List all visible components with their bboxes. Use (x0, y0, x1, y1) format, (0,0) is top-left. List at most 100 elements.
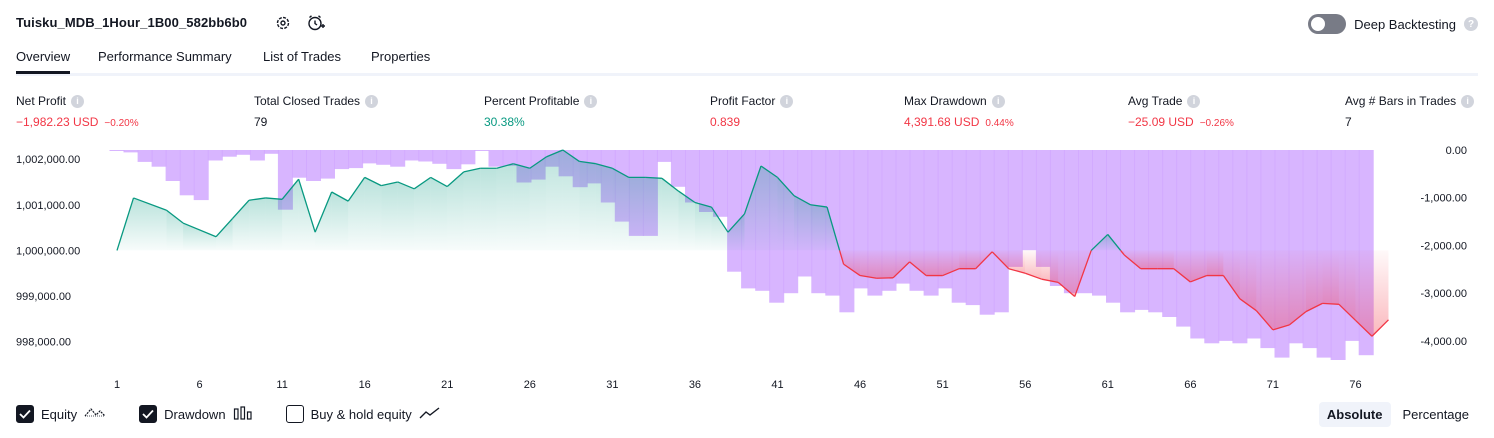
equity-line-segment (1239, 298, 1257, 312)
drawdown-bar (376, 150, 392, 165)
equity-checkbox[interactable] (16, 405, 34, 423)
equity-area-segment (1058, 250, 1075, 297)
info-icon[interactable]: i (71, 94, 85, 108)
equity-line (116, 149, 1389, 337)
equity-line-segment (1371, 319, 1389, 337)
drawdown-bar (1021, 150, 1037, 251)
equity-line-segment (1289, 311, 1307, 326)
drawdown-bar (699, 150, 714, 212)
help-icon[interactable]: ? (1464, 17, 1478, 31)
equity-area-segment (694, 202, 712, 251)
drawdown-bar (474, 150, 490, 151)
equity-line-segment (1041, 278, 1059, 284)
metric-label: Max Drawdown (904, 94, 987, 108)
equity-drawdown-chart: 1,002,000.00 1,001,000.00 1,000,000.00 999,… (16, 145, 1467, 391)
equity-area-segment (315, 192, 332, 251)
drawdown-bar (825, 150, 841, 296)
equity-line-segment (430, 176, 448, 188)
equity-line-segment (397, 181, 415, 190)
metric-net-profit: Net Profit i −1,982.23 USD −0.20% (16, 94, 139, 129)
equity-line-segment (1338, 303, 1356, 321)
metric-label: Avg # Bars in Trades (1345, 94, 1457, 108)
equity-area-segment (529, 156, 547, 251)
buy-hold-checkbox[interactable] (285, 405, 304, 423)
metric-value: 30.38% (484, 115, 525, 129)
equity-area-segment (628, 177, 646, 251)
equity-area-segment (909, 250, 927, 276)
metric-value: 7 (1345, 115, 1352, 129)
drawdown-bar (306, 150, 321, 181)
x-tick-label: 26 (524, 379, 536, 391)
drawdown-bar (1134, 150, 1150, 310)
equity-line-segment (182, 222, 217, 238)
y-right-tick-label: 0.00 (1446, 145, 1467, 157)
equity-line-segment (1057, 281, 1076, 298)
mode-absolute-button[interactable]: Absolute (1318, 401, 1391, 427)
equity-area-segment (414, 177, 431, 251)
equity-line-segment (612, 167, 630, 178)
equity-line-segment (463, 167, 481, 173)
equity-area-segment (463, 168, 481, 251)
drawdown-bar (1120, 150, 1136, 313)
legend-buy-hold-equity[interactable]: Buy & hold equity (285, 405, 441, 423)
drawdown-bar (165, 150, 181, 181)
equity-line-segment (579, 160, 596, 165)
info-icon[interactable]: i (584, 94, 598, 108)
equity-line-segment (892, 261, 911, 279)
tab-list-of-trades[interactable]: List of Trades (263, 49, 342, 64)
equity-line-segment (1008, 268, 1026, 274)
drawdown-bar (685, 150, 700, 203)
tab-overview[interactable]: Overview (16, 49, 71, 74)
legend-drawdown[interactable]: Drawdown (139, 405, 252, 423)
equity-area-segment (1338, 250, 1356, 321)
equity-line-segment (281, 178, 300, 200)
deep-backtesting-toggle[interactable] (1308, 14, 1347, 34)
equity-line-segment (777, 176, 795, 197)
legend-equity-label: Equity (41, 406, 78, 422)
y-left-tick-label: 1,000,000.00 (16, 245, 80, 257)
equity-line-segment (645, 176, 662, 179)
equity-area-segment (447, 171, 464, 251)
equity-area-segment (298, 179, 316, 251)
info-icon[interactable]: i (1461, 94, 1475, 108)
tab-properties[interactable]: Properties (371, 49, 431, 64)
buy-hold-line-icon (419, 406, 441, 423)
equity-area-segment (876, 250, 894, 279)
add-alert-icon[interactable] (306, 13, 326, 33)
tab-performance-summary[interactable]: Performance Summary (98, 49, 232, 64)
drawdown-bar (965, 150, 981, 306)
equity-line-segment (215, 218, 234, 238)
drawdown-checkbox[interactable] (139, 405, 158, 423)
y-right-tick-label: -1,000.00 (1421, 193, 1467, 205)
info-icon[interactable]: i (1187, 94, 1201, 108)
y-left-tick-label: 1,002,000.00 (16, 154, 80, 166)
equity-line-segment (595, 163, 613, 169)
equity-area-segment (183, 223, 217, 251)
equity-line-segment (1090, 233, 1109, 251)
chart-axes: 1,002,000.00 1,001,000.00 1,000,000.00 999,… (16, 145, 1467, 391)
info-icon[interactable]: i (991, 94, 1005, 108)
drawdown-bar (390, 150, 406, 167)
drawdown-bar (460, 150, 476, 165)
metric-label: Total Closed Trades (254, 94, 361, 108)
equity-area-segment (496, 163, 514, 251)
equity-area-segment (1107, 234, 1121, 251)
legend-equity[interactable]: Equity (16, 405, 106, 423)
info-icon[interactable]: i (780, 94, 794, 108)
equity-area-segment (1256, 250, 1273, 330)
equity-area-segment (1322, 250, 1339, 305)
equity-area-segment (513, 163, 530, 251)
equity-area-segment (711, 207, 728, 251)
x-tick-label: 36 (689, 379, 701, 391)
gear-icon[interactable] (273, 13, 293, 33)
drawdown-bar (1218, 150, 1234, 341)
x-tick-label: 71 (1267, 379, 1279, 391)
equity-line-segment (909, 261, 927, 277)
equity-area-segment (1371, 250, 1389, 337)
equity-line-segment (331, 191, 349, 202)
mode-percentage-button[interactable]: Percentage (1402, 406, 1470, 422)
x-tick-label: 66 (1184, 379, 1196, 391)
info-icon[interactable]: i (365, 94, 379, 108)
metric-label: Profit Factor (710, 94, 776, 108)
equity-line-segment (1272, 324, 1290, 331)
